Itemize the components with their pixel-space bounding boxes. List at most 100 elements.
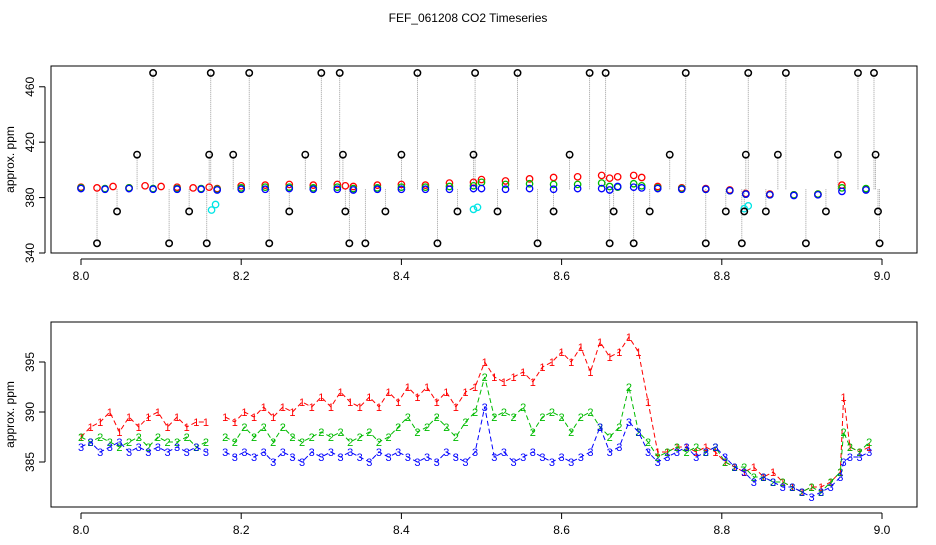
- series-marker-blue: 3: [712, 442, 718, 454]
- series-marker-green: 2: [357, 432, 363, 444]
- series-marker-red: 1: [434, 397, 440, 409]
- spike-point: [605, 239, 614, 248]
- series-marker-green: 2: [203, 437, 209, 449]
- series-marker-blue: 3: [626, 417, 632, 429]
- series-marker-green: 2: [241, 422, 247, 434]
- y-tick-label: 395: [23, 352, 37, 372]
- spike-point: [133, 150, 142, 159]
- series-marker-green: 2: [491, 412, 497, 424]
- series-marker-green: 2: [520, 402, 526, 414]
- series-marker-green: 2: [78, 432, 84, 444]
- series-marker-green: 2: [193, 442, 199, 454]
- spike-point: [609, 207, 618, 216]
- data-point-green: [838, 184, 846, 192]
- series-marker-blue: 3: [568, 457, 574, 469]
- series-marker-green: 2: [578, 412, 584, 424]
- data-point-blue: [766, 190, 774, 199]
- series-marker-green: 2: [664, 447, 670, 459]
- series-marker-blue: 3: [386, 452, 392, 464]
- spike-point: [741, 150, 750, 159]
- series-marker-blue: 3: [347, 447, 353, 459]
- data-point-blue: [501, 185, 510, 194]
- series-marker-blue: 3: [453, 452, 459, 464]
- series-marker-red: 1: [251, 412, 257, 424]
- series-marker-green: 2: [857, 447, 863, 459]
- series-marker-red: 1: [318, 392, 324, 404]
- data-point-blue: [637, 184, 646, 192]
- data-point-blue: [373, 185, 382, 194]
- series-marker-blue: 3: [328, 447, 334, 459]
- x-tick-label: 8.4: [393, 523, 410, 537]
- series-marker-blue: 3: [145, 447, 151, 459]
- series-marker-blue: 3: [674, 447, 680, 459]
- spike-point: [301, 150, 310, 159]
- spike-point: [874, 207, 882, 216]
- series-marker-red: 1: [857, 447, 863, 459]
- series-marker-red: 1: [559, 347, 565, 359]
- spike-point: [205, 150, 214, 159]
- data-point-cyan: [473, 203, 482, 212]
- y-tick-label: 460: [23, 76, 37, 96]
- spike-point: [801, 239, 810, 248]
- spike-point: [493, 207, 502, 216]
- series-marker-blue: 3: [808, 492, 814, 504]
- series-marker-blue: 3: [549, 457, 555, 469]
- series-marker-red: 1: [693, 447, 699, 459]
- data-point-blue: [629, 183, 638, 192]
- spike-point: [113, 207, 121, 216]
- series-marker-blue: 3: [184, 447, 190, 459]
- data-point-green: [501, 180, 510, 189]
- data-point-red: [341, 181, 350, 190]
- spike-point: [345, 239, 354, 248]
- series-marker-blue: 3: [155, 442, 161, 454]
- data-point-green: [573, 180, 582, 189]
- data-point-red: [549, 173, 558, 182]
- data-point-blue: [237, 185, 246, 194]
- series-marker-red: 1: [616, 347, 622, 359]
- spike-point: [338, 150, 347, 159]
- data-point-blue: [77, 184, 85, 193]
- series-marker-red: 1: [116, 427, 122, 439]
- spike-point: [341, 207, 350, 216]
- spike-point: [681, 68, 690, 77]
- data-point-red: [597, 171, 606, 180]
- spike-point: [549, 207, 558, 216]
- spike-point: [397, 150, 406, 159]
- spike-point: [93, 239, 101, 248]
- series-marker-red: 1: [655, 447, 661, 459]
- series-marker-red: 1: [587, 367, 593, 379]
- spike-point: [854, 68, 862, 77]
- data-point-blue: [725, 186, 734, 195]
- series-marker-green: 2: [732, 462, 738, 474]
- y-tick-label: 340: [23, 243, 37, 263]
- series-marker-red: 1: [597, 337, 603, 349]
- series-marker-red: 1: [472, 382, 478, 394]
- series-marker-blue: 3: [837, 472, 843, 484]
- series-marker-blue: 3: [530, 447, 536, 459]
- data-point-blue: [838, 187, 846, 196]
- spike-point: [744, 68, 753, 77]
- series-line-blue: [80, 406, 870, 498]
- x-tick-label: 8.6: [553, 523, 570, 537]
- series-marker-green: 2: [760, 472, 766, 484]
- series-marker-green: 2: [328, 432, 334, 444]
- data-point-green: [525, 179, 534, 188]
- series-marker-red: 1: [549, 357, 555, 369]
- data-point-red: [189, 184, 197, 192]
- spike-point: [206, 68, 215, 77]
- data-point-red: [573, 172, 582, 181]
- data-point-red: [373, 181, 382, 189]
- data-point-green: [469, 181, 478, 190]
- data-point-red: [109, 182, 117, 191]
- series-marker-blue: 3: [261, 447, 267, 459]
- series-marker-blue: 3: [693, 452, 699, 464]
- data-point-red: [637, 173, 646, 182]
- spike-point: [335, 68, 344, 77]
- series-marker-blue: 3: [520, 452, 526, 464]
- series-marker-blue: 3: [770, 477, 776, 489]
- spike-point: [665, 150, 674, 159]
- series-marker-blue: 3: [318, 452, 324, 464]
- series-marker-green: 2: [414, 427, 420, 439]
- series-marker-blue: 3: [309, 447, 315, 459]
- series-marker-green: 2: [866, 437, 872, 449]
